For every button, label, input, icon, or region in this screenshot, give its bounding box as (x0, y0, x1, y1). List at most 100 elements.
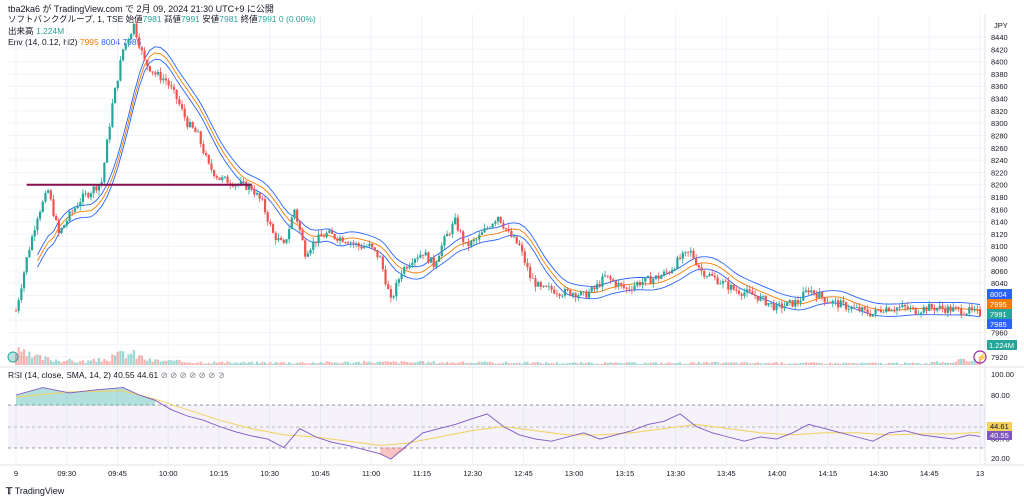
volume-bar (73, 362, 77, 365)
volume-bar (791, 363, 794, 365)
volume-bar (63, 361, 66, 365)
candle-body (713, 275, 716, 278)
candle-body (143, 50, 146, 60)
volume-bar (574, 362, 577, 365)
tradingview-logo[interactable]: 𝕋 TradingView (6, 486, 65, 496)
candle-body (697, 265, 700, 268)
price-tag-label: 8004 (990, 290, 1007, 299)
earnings-icon[interactable] (7, 351, 19, 363)
volume-bar (408, 362, 411, 365)
volume-bar (673, 363, 676, 365)
volume-bar (507, 363, 510, 365)
envelope-label[interactable]: Env (14, 0.12, hl2) (8, 37, 78, 47)
candle-body (828, 302, 832, 304)
price-tag-label: 7995 (990, 300, 1007, 309)
candle-body (132, 23, 135, 34)
volume-bar (183, 362, 186, 365)
volume-bar (116, 351, 119, 365)
volume-bar (978, 356, 982, 365)
candle-body (363, 246, 366, 249)
candle-body (815, 293, 818, 299)
lightning-icon[interactable] (973, 350, 987, 364)
candle-body (925, 307, 928, 311)
volume-bar (743, 362, 746, 365)
volume-bar (363, 360, 366, 365)
volume-bar (820, 363, 824, 365)
candle-body (392, 296, 395, 298)
volume-bar (135, 358, 138, 365)
volume-bar (772, 362, 775, 365)
candle-body (338, 237, 342, 241)
volume-bar (44, 356, 47, 365)
volume-bar (36, 354, 39, 365)
candle-body (622, 284, 625, 288)
volume-bar (81, 360, 85, 365)
candle-body (68, 211, 71, 221)
volume-bar (523, 362, 526, 365)
volume-bar (403, 361, 406, 365)
candle-body (164, 78, 168, 81)
candle-body (44, 192, 47, 202)
candle-body (172, 86, 176, 90)
volume-bar (724, 362, 727, 365)
envelope-lines (37, 46, 981, 318)
volume-bar (76, 362, 79, 365)
volume-bar (601, 363, 604, 365)
candle-body (582, 291, 585, 293)
price-tag-bg (987, 299, 1012, 309)
candle-body (818, 291, 821, 299)
candle-body (903, 304, 907, 307)
candle-body (847, 309, 850, 310)
rsi-tool-icons[interactable]: ⊘ ⊘ ⊘ ⊘ ⊘ ⊘ ⊘ (160, 370, 225, 380)
volume-bar (762, 363, 765, 365)
rsi-line (15, 387, 981, 460)
price-tick-label: 8400 (991, 58, 1008, 67)
candle-body (261, 198, 264, 200)
candle-body (545, 285, 548, 287)
volume-bar (234, 362, 237, 365)
candle-body (802, 291, 805, 301)
candle-body (700, 267, 703, 271)
volume-bar (148, 358, 151, 365)
volume-bar (92, 358, 95, 365)
volume-bar (577, 363, 580, 365)
rsi-label[interactable]: RSI (14, close, SMA, 14, 2) (8, 370, 111, 380)
volume-bar (325, 361, 328, 365)
candle-body (729, 284, 733, 290)
candle-body (55, 216, 58, 220)
candle-body (743, 292, 746, 296)
volume-bar (858, 363, 861, 365)
volume-bar (764, 362, 767, 365)
time-tick-label: 10:30 (260, 469, 279, 478)
candle-body (437, 255, 441, 262)
candle-body (478, 234, 481, 240)
volume-bar (802, 362, 805, 365)
candle-body (288, 229, 291, 240)
candle-body (834, 300, 837, 302)
candle-body (341, 237, 344, 243)
volume-bar (614, 362, 617, 365)
volume-bar (296, 362, 299, 365)
volume-bar (941, 362, 944, 365)
volume-bar (563, 363, 567, 365)
volume-bar (652, 362, 655, 365)
volume-bar (692, 362, 695, 365)
volume-bar (250, 361, 253, 365)
volume-bar (25, 356, 28, 365)
price-tick-label: 8040 (991, 279, 1008, 288)
volume-bar (668, 362, 671, 365)
candle-body (178, 99, 181, 105)
symbol-name[interactable]: ソフトバンクグループ, 1, TSE (8, 14, 124, 24)
candle-body (202, 144, 205, 154)
candle-body (28, 250, 31, 258)
volume-bar (946, 362, 949, 365)
time-tick-label: 10:45 (311, 469, 330, 478)
volume-bar (780, 362, 783, 365)
candle-body (156, 71, 160, 75)
price-tick-label: 8380 (991, 70, 1008, 79)
candle-body (515, 236, 518, 244)
candle-body (973, 308, 976, 310)
candle-body (52, 199, 55, 217)
volume-bar (309, 362, 312, 365)
